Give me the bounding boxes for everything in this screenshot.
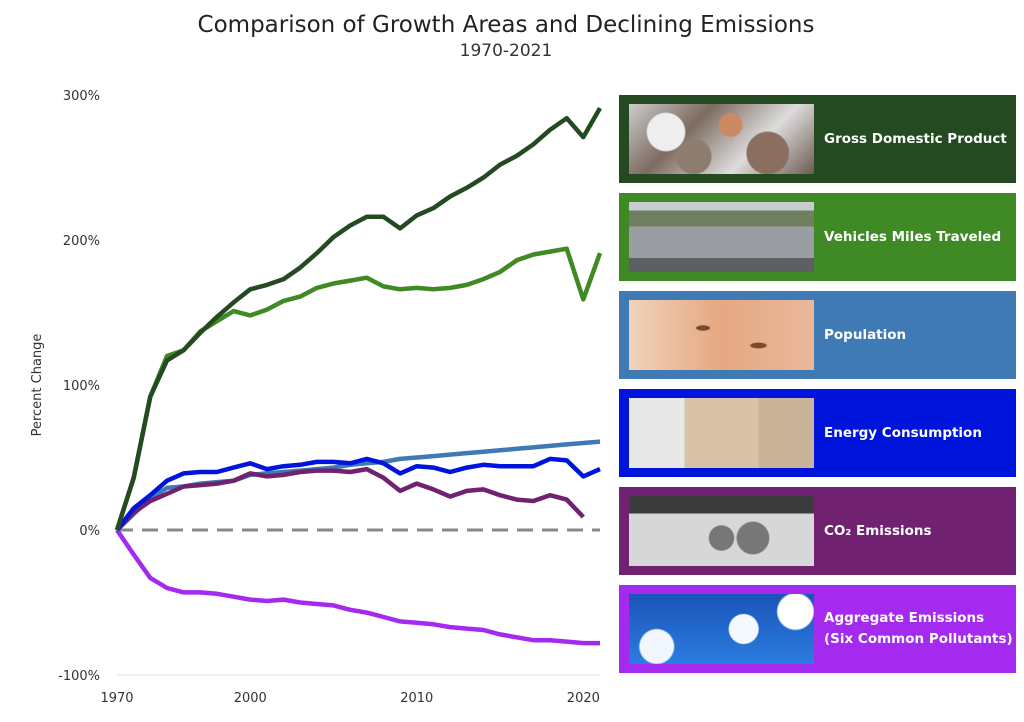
y-tick-label: 200% (63, 234, 100, 249)
y-tick-label: -100% (58, 669, 100, 684)
x-tick-label: 2010 (400, 691, 433, 706)
legend-label: Vehicles Miles Traveled (824, 228, 1002, 245)
chart-subtitle: 1970-2021 (459, 41, 553, 61)
series-line-aggregate-emissions (115, 528, 600, 646)
legend-label: Gross Domestic Product (824, 130, 1007, 147)
y-tick-label: 300% (63, 89, 100, 104)
series-line-co-emissions (115, 466, 585, 532)
smokestacks-image (629, 594, 814, 664)
series-line-gross-domestic-product (114, 106, 602, 531)
plug-image (629, 398, 814, 468)
y-tick-label: 0% (79, 524, 100, 539)
legend-label: Energy Consumption (824, 424, 982, 441)
legend-item-aggregate: Aggregate Emissions (Six Common Pollutan… (619, 585, 1016, 673)
legend-label: CO₂ Emissions (824, 522, 932, 539)
baby-image (629, 300, 814, 370)
legend-label-line2: (Six Common Pollutants) (824, 631, 1013, 647)
legend-label: Aggregate Emissions (Six Common Pollutan… (824, 608, 1013, 650)
exhaust-image (629, 496, 814, 566)
x-tick-label: 2020 (567, 691, 600, 706)
legend-item-vmt: Vehicles Miles Traveled (619, 193, 1016, 281)
line-chart: Percent Change 300% 200% 100% 0% -100% 1970 2… (30, 89, 603, 706)
legend-item-co2: CO₂ Emissions (619, 487, 1016, 575)
legend-item-population: Population (619, 291, 1016, 379)
legend-item-energy: Energy Consumption (619, 389, 1016, 477)
x-tick-label: 2000 (234, 691, 267, 706)
traffic-image (629, 202, 814, 272)
legend: Gross Domestic Product Vehicles Miles Tr… (619, 95, 1016, 683)
x-tick-label: 1970 (100, 691, 133, 706)
chart-title: Comparison of Growth Areas and Declining… (197, 12, 815, 38)
legend-label: Population (824, 326, 907, 343)
y-axis-label: Percent Change (30, 334, 45, 437)
legend-label-line1: Aggregate Emissions (824, 610, 985, 626)
coins-image (629, 104, 814, 174)
legend-item-gdp: Gross Domestic Product (619, 95, 1016, 183)
series-line-energy-consumption (115, 456, 601, 532)
y-tick-label: 100% (63, 379, 100, 394)
